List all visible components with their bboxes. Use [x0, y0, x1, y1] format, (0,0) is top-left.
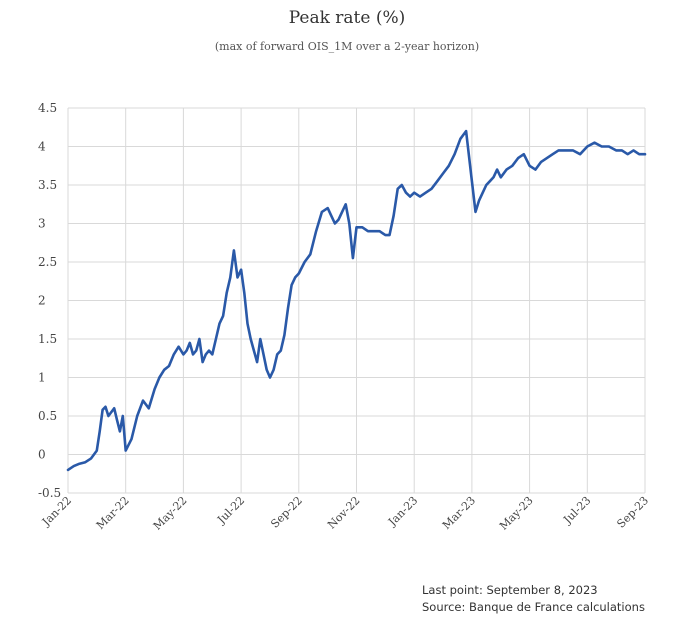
y-tick-label: -0.5 — [38, 486, 61, 500]
y-tick-label: 1.5 — [38, 332, 57, 346]
grid — [67, 107, 646, 494]
y-tick-label: 3.5 — [38, 178, 57, 192]
x-tick-label: Jul-22 — [214, 494, 247, 527]
y-tick-label: 4.5 — [38, 101, 57, 115]
y-tick-label: 2 — [38, 294, 46, 308]
chart-subtitle: (max of forward OIS_1M over a 2-year hor… — [214, 40, 480, 53]
x-tick-label: Sep-23 — [614, 494, 651, 531]
x-tick-label: Mar-23 — [440, 494, 478, 532]
series-line — [66, 129, 647, 472]
x-tick-label: Jan-23 — [385, 494, 420, 529]
series-layer — [66, 129, 647, 472]
chart-title: Peak rate (%) — [288, 8, 406, 28]
y-tick-label: 4 — [38, 140, 46, 154]
x-tick-label: Sep-22 — [268, 494, 305, 531]
x-tick-label: May-22 — [151, 494, 190, 533]
source-note: Source: Banque de France calculations — [422, 600, 645, 614]
last-point-note: Last point: September 8, 2023 — [422, 583, 598, 597]
y-tick-label: 2.5 — [38, 255, 57, 269]
y-tick-label: 0.5 — [38, 409, 57, 423]
x-tick-label: Nov-22 — [325, 494, 363, 532]
x-tick-label: May-23 — [497, 494, 536, 533]
y-tick-label: 1 — [38, 371, 46, 385]
y-tick-label: 3 — [38, 217, 46, 231]
x-tick-label: Mar-22 — [94, 494, 132, 532]
x-tick-label: Jul-23 — [560, 494, 593, 527]
y-tick-label: 0 — [38, 448, 46, 462]
